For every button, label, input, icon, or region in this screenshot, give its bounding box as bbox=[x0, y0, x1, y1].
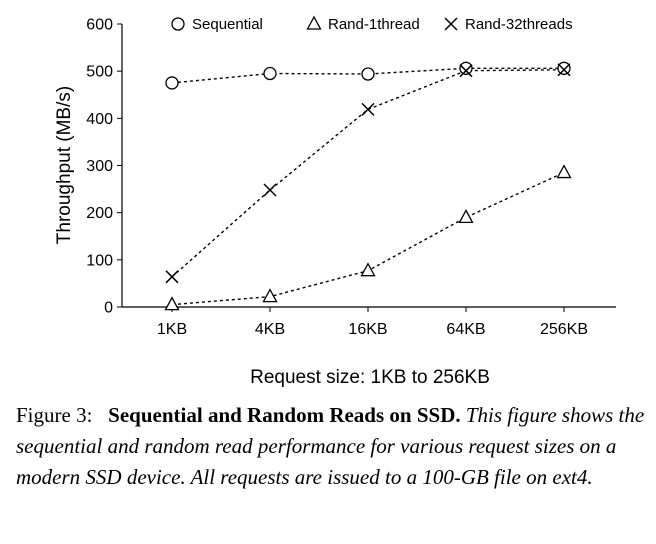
series-line-rand-1thread bbox=[171, 171, 565, 306]
x-tick-label: 256KB bbox=[540, 321, 588, 338]
data-point-rand-1thread bbox=[164, 296, 180, 311]
data-point-rand-32threads bbox=[557, 63, 571, 77]
legend-label-sequential: Sequential bbox=[192, 16, 263, 33]
series-line-rand-32threads bbox=[171, 69, 565, 278]
x-axis-title: Request size: 1KB to 256KB bbox=[250, 367, 490, 388]
data-point-sequential bbox=[459, 61, 473, 75]
legend-marker-rand-1thread bbox=[306, 15, 322, 30]
y-tick-label: 200 bbox=[86, 205, 113, 222]
y-tick-label: 600 bbox=[86, 17, 113, 34]
data-point-rand-1thread bbox=[458, 209, 474, 224]
legend-marker-rand-32threads bbox=[444, 17, 458, 31]
data-point-rand-1thread bbox=[360, 262, 376, 277]
data-point-rand-1thread bbox=[262, 288, 278, 303]
y-axis-title: Throughput (MB/s) bbox=[54, 86, 75, 244]
chart-legend: Sequential Rand-1thread Rand-32threads bbox=[171, 15, 573, 33]
y-tick-label: 500 bbox=[86, 64, 113, 81]
data-point-rand-1thread bbox=[556, 164, 572, 179]
caption-title: Sequential and Random Reads on SSD. bbox=[108, 403, 461, 427]
x-tick-label: 1KB bbox=[157, 321, 187, 338]
series-markers bbox=[164, 61, 572, 311]
data-point-sequential bbox=[263, 66, 277, 81]
data-point-sequential bbox=[165, 76, 179, 90]
data-point-rand-32threads bbox=[165, 270, 179, 284]
legend-label-rand-1thread: Rand-1thread bbox=[328, 16, 420, 33]
data-point-sequential bbox=[361, 67, 375, 81]
throughput-chart: 0 100 200 300 400 500 600 1KB 4KB 16KB 64KB 256KB S… bbox=[54, 15, 616, 388]
data-point-rand-32threads bbox=[361, 102, 375, 116]
y-tick-label: 400 bbox=[86, 111, 113, 128]
y-tick-label: 100 bbox=[86, 252, 113, 269]
x-tick-label: 4KB bbox=[255, 321, 285, 338]
legend-marker-sequential bbox=[171, 17, 185, 31]
x-tick-label: 16KB bbox=[348, 321, 387, 338]
chart-axes: 0 100 200 300 400 500 600 1KB 4KB 16KB 64KB 256KB bbox=[86, 17, 616, 338]
caption-body: This figure shows the sequential and ran… bbox=[16, 403, 645, 489]
y-tick-label: 300 bbox=[86, 158, 113, 175]
data-point-sequential bbox=[557, 61, 571, 75]
data-point-rand-32threads bbox=[459, 64, 473, 78]
y-tick-label: 0 bbox=[104, 300, 113, 317]
caption-label: Figure 3: bbox=[16, 403, 93, 427]
figure-caption: Figure 3: Sequential and Random Reads on… bbox=[16, 400, 648, 493]
data-point-rand-32threads bbox=[263, 183, 277, 197]
legend-label-rand-32threads: Rand-32threads bbox=[465, 16, 573, 33]
x-tick-label: 64KB bbox=[446, 321, 485, 338]
